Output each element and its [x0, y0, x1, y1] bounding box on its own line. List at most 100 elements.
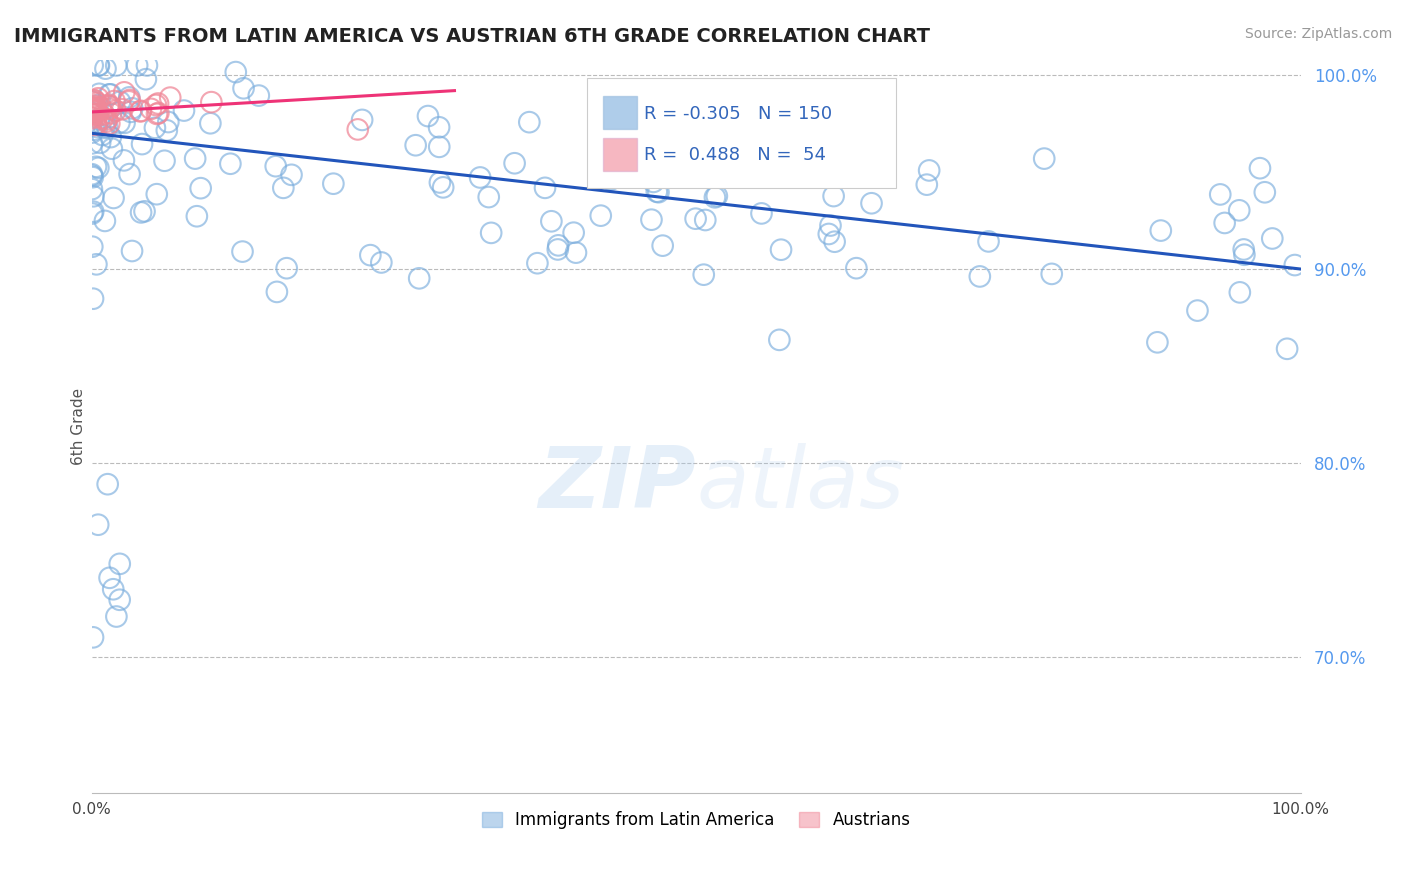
Point	[83, 98, 105, 112]
Point	[534, 181, 557, 195]
Point	[103, 582, 125, 597]
Point	[108, 95, 131, 109]
Point	[751, 206, 773, 220]
Point	[84, 94, 107, 108]
Point	[190, 181, 212, 195]
Text: R = -0.305   N = 150: R = -0.305 N = 150	[644, 105, 832, 123]
Point	[82, 170, 104, 185]
Point	[703, 190, 725, 204]
Point	[134, 204, 156, 219]
Point	[977, 235, 1000, 249]
Point	[200, 116, 222, 130]
Text: R =  0.488   N =  54: R = 0.488 N = 54	[644, 146, 827, 164]
Text: Source: ZipAtlas.com: Source: ZipAtlas.com	[1244, 27, 1392, 41]
Point	[1227, 203, 1250, 218]
Point	[100, 106, 122, 120]
Point	[129, 205, 152, 219]
Point	[80, 136, 103, 151]
Point	[94, 214, 117, 228]
Point	[146, 107, 169, 121]
Point	[817, 227, 839, 241]
Point	[848, 118, 870, 132]
Point	[121, 244, 143, 258]
Point	[1284, 258, 1306, 272]
Point	[146, 96, 169, 111]
Point	[153, 153, 176, 168]
Point	[266, 285, 288, 299]
Point	[86, 110, 108, 124]
Point	[91, 112, 114, 126]
Point	[84, 118, 107, 132]
Point	[80, 106, 103, 120]
Point	[408, 271, 430, 285]
Point	[103, 191, 125, 205]
Point	[186, 209, 208, 223]
Point	[80, 103, 103, 118]
Bar	[603, 138, 637, 171]
Point	[86, 117, 108, 131]
Point	[346, 122, 368, 136]
Point	[82, 58, 104, 72]
Point	[1209, 187, 1232, 202]
Point	[562, 226, 585, 240]
Point	[232, 81, 254, 95]
Point	[1229, 285, 1251, 300]
Point	[184, 152, 207, 166]
Bar	[603, 96, 637, 129]
Point	[685, 211, 707, 226]
Point	[429, 176, 451, 190]
Point	[1146, 335, 1168, 350]
Point	[280, 168, 302, 182]
Point	[1261, 231, 1284, 245]
Point	[98, 99, 121, 113]
Point	[97, 99, 120, 113]
Point	[547, 238, 569, 252]
Point	[108, 115, 131, 129]
Point	[645, 185, 668, 199]
Point	[647, 185, 669, 199]
Point	[84, 160, 107, 174]
Point	[82, 631, 104, 645]
Point	[135, 72, 157, 87]
Point	[761, 161, 783, 176]
Point	[90, 100, 112, 114]
Point	[98, 102, 121, 116]
Point	[83, 123, 105, 137]
Point	[918, 163, 941, 178]
Point	[695, 213, 717, 227]
Point	[82, 103, 104, 117]
Point	[82, 189, 104, 203]
Point	[159, 90, 181, 104]
Point	[727, 118, 749, 132]
Point	[1033, 152, 1056, 166]
Point	[1254, 186, 1277, 200]
Point	[82, 103, 104, 117]
Point	[157, 115, 180, 129]
Point	[80, 126, 103, 140]
Text: IMMIGRANTS FROM LATIN AMERICA VS AUSTRIAN 6TH GRADE CORRELATION CHART: IMMIGRANTS FROM LATIN AMERICA VS AUSTRIA…	[14, 27, 929, 45]
Point	[80, 167, 103, 181]
Y-axis label: 6th Grade: 6th Grade	[72, 387, 86, 465]
Point	[108, 557, 131, 571]
Point	[129, 104, 152, 119]
Point	[820, 219, 842, 233]
Point	[98, 87, 121, 102]
Point	[156, 123, 179, 137]
Point	[87, 161, 110, 175]
Point	[405, 138, 427, 153]
Point	[89, 136, 111, 150]
Point	[80, 182, 103, 196]
Point	[693, 142, 716, 156]
Point	[87, 58, 110, 72]
Point	[219, 157, 242, 171]
Point	[83, 103, 105, 117]
Point	[87, 98, 110, 112]
Point	[82, 95, 104, 109]
Point	[588, 138, 610, 153]
Point	[101, 142, 124, 156]
Point	[118, 90, 141, 104]
Point	[83, 99, 105, 113]
Point	[837, 145, 859, 160]
Point	[143, 120, 166, 135]
Point	[915, 178, 938, 192]
